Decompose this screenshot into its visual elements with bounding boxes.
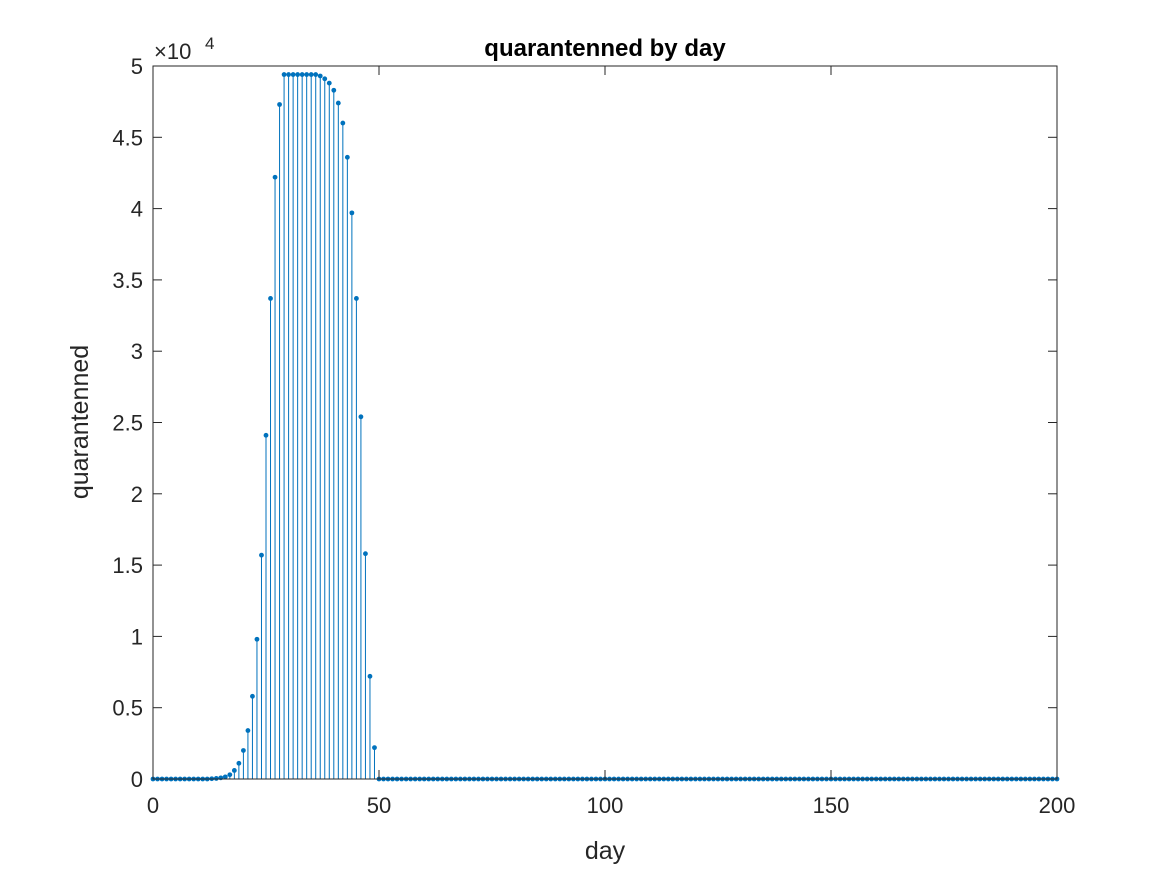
y-tick-label: 4: [131, 197, 143, 222]
x-tick-label: 50: [367, 793, 391, 818]
x-tick-label: 0: [147, 793, 159, 818]
stem-marker: [250, 693, 255, 699]
y-tick-label: 0.5: [112, 696, 143, 721]
y-axis-label: quarantenned: [66, 345, 94, 499]
stem-marker: [299, 72, 305, 77]
stem-series: [211, 74, 375, 779]
y-axis-ticks: 0 0.5 1 1.5 2 2.5 3 3.5 4 4.5 5: [112, 54, 1057, 792]
y-tick-label: 2.5: [112, 411, 143, 436]
stem-marker: [290, 72, 296, 77]
stem-marker: [331, 87, 337, 93]
stem-marker: [326, 80, 332, 86]
y-tick-label: 0: [131, 767, 143, 792]
stem-marker: [308, 72, 314, 77]
stem-marker: [349, 210, 355, 216]
x-tick-label: 200: [1039, 793, 1076, 818]
stem-marker: [372, 745, 377, 751]
stem-marker: [222, 774, 228, 780]
stem-marker: [322, 76, 328, 82]
y-multiplier-base: ×10: [154, 39, 191, 64]
stem-marker: [268, 296, 273, 301]
x-axis-ticks: 0 50 100 150 200: [147, 66, 1075, 818]
stem-marker: [241, 748, 246, 753]
plot-area-background: [153, 66, 1057, 779]
stem-marker: [304, 72, 310, 77]
y-tick-label: 2: [131, 482, 143, 507]
stem-marker: [231, 768, 237, 773]
stem-marker: [227, 772, 233, 778]
stem-marker: [218, 775, 224, 781]
stem-marker: [344, 154, 350, 160]
stem-marker: [281, 72, 287, 77]
stem-marker: [236, 760, 242, 766]
chart-title: quarantenned by day: [484, 35, 726, 62]
y-multiplier-exponent: 4: [205, 34, 214, 53]
stem-marker: [367, 673, 373, 679]
y-tick-label: 4.5: [112, 125, 143, 150]
y-tick-label: 5: [131, 54, 143, 79]
stem-marker: [263, 432, 269, 438]
stem-marker: [245, 728, 251, 733]
y-tick-label: 1.5: [112, 553, 143, 578]
stem-marker: [354, 296, 359, 301]
stem-marker: [272, 174, 278, 180]
stem-marker: [335, 100, 341, 106]
stem-marker: [286, 72, 291, 77]
stem-marker: [295, 72, 301, 77]
stem-marker: [213, 776, 219, 781]
stem-marker: [363, 551, 368, 557]
y-tick-label: 3: [131, 339, 143, 364]
x-axis-label: day: [585, 837, 626, 865]
stem-marker: [340, 120, 346, 126]
stem-marker: [277, 102, 282, 107]
stem-marker: [259, 552, 264, 558]
x-tick-label: 150: [813, 793, 850, 818]
stem-marker: [313, 72, 319, 77]
y-axis-multiplier: ×10 4: [154, 34, 214, 64]
stem-marker: [358, 414, 364, 420]
y-tick-label: 1: [131, 624, 143, 649]
x-tick-label: 100: [587, 793, 624, 818]
stem-marker: [317, 73, 323, 79]
stem-marker: [254, 636, 260, 642]
y-tick-label: 3.5: [112, 268, 143, 293]
